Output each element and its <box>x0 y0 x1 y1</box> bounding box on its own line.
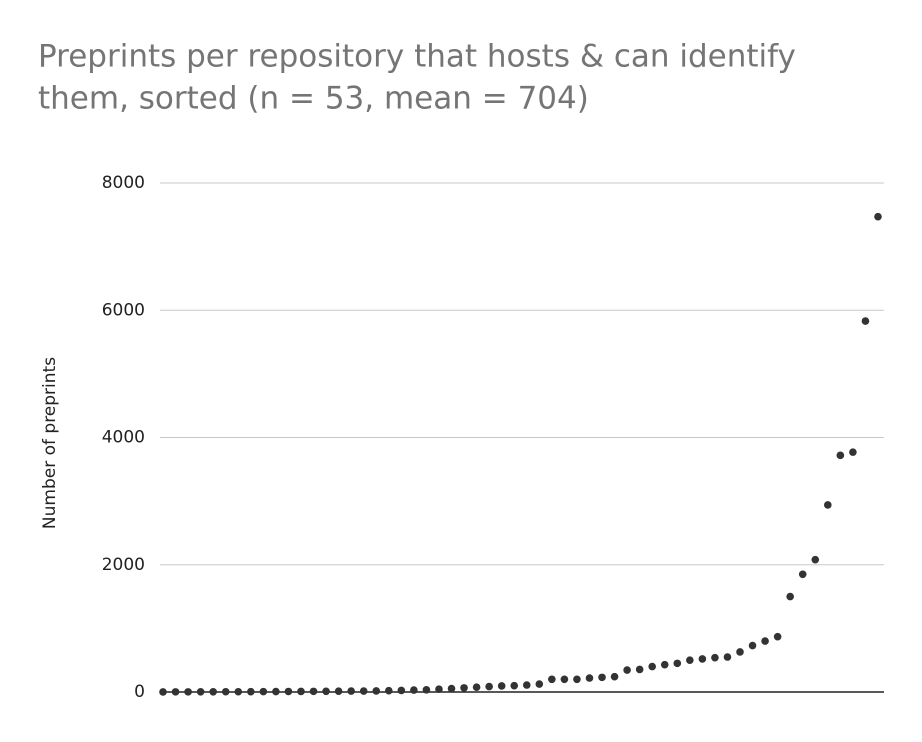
point <box>761 637 769 645</box>
point <box>798 570 807 579</box>
point <box>221 687 230 696</box>
point <box>635 665 644 674</box>
point <box>410 686 418 694</box>
y-tick-label: 2000 <box>102 555 145 575</box>
point <box>309 687 318 696</box>
point <box>447 684 456 693</box>
chart-title: Preprints per repository that hosts & ca… <box>38 39 796 75</box>
y-axis-label: Number of preprints <box>40 357 60 529</box>
point <box>247 687 255 696</box>
point <box>723 653 732 661</box>
point <box>171 688 180 696</box>
point <box>184 688 192 696</box>
point <box>748 641 757 650</box>
point <box>234 687 243 696</box>
point <box>535 680 544 688</box>
point <box>272 687 280 696</box>
point <box>259 687 268 696</box>
point <box>334 687 343 696</box>
point <box>347 687 355 695</box>
y-tick-label: 0 <box>134 682 145 702</box>
point <box>686 656 694 664</box>
point <box>824 501 832 509</box>
point <box>874 212 882 221</box>
point <box>510 681 519 690</box>
point <box>460 684 468 692</box>
point <box>773 632 782 641</box>
point <box>811 555 820 564</box>
point <box>297 687 305 696</box>
point <box>284 687 293 696</box>
point <box>322 687 330 696</box>
point <box>598 673 606 682</box>
point <box>384 686 393 695</box>
point <box>711 653 719 662</box>
point <box>673 659 682 668</box>
point <box>660 660 669 669</box>
point <box>560 675 569 684</box>
point <box>573 675 581 684</box>
point <box>786 592 794 601</box>
point <box>196 688 205 696</box>
chart-title: them, sorted (n = 53, mean = 704) <box>38 81 589 117</box>
point <box>648 662 656 671</box>
point <box>585 674 594 682</box>
point <box>698 655 707 663</box>
point <box>836 451 845 460</box>
point <box>497 682 506 690</box>
point <box>485 682 493 691</box>
point <box>372 687 381 695</box>
point <box>610 672 619 681</box>
point <box>472 683 481 692</box>
point <box>522 681 531 689</box>
point <box>209 688 217 696</box>
point <box>736 648 744 656</box>
y-tick-label: 8000 <box>102 173 145 193</box>
y-tick-label: 4000 <box>102 428 145 448</box>
point <box>159 688 167 696</box>
point <box>849 448 857 456</box>
point <box>397 686 406 695</box>
point <box>861 317 870 325</box>
point <box>359 687 368 695</box>
point <box>548 675 556 684</box>
y-tick-label: 6000 <box>102 300 145 320</box>
point <box>435 685 443 693</box>
point <box>422 685 431 694</box>
point <box>623 666 631 674</box>
